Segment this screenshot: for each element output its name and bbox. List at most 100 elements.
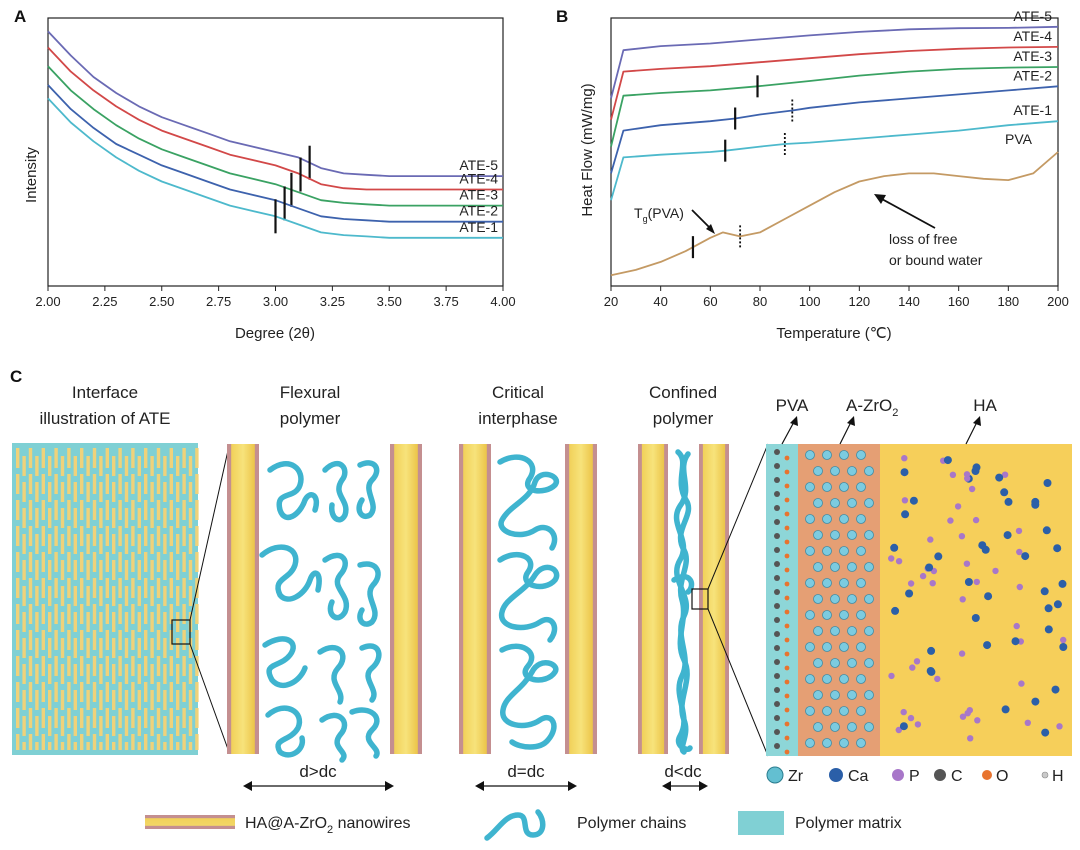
x-tick-label: 160 <box>948 294 970 309</box>
panel-b-y-axis-label: Heat Flow (mW/mg) <box>579 83 596 216</box>
carbon-atom <box>774 603 780 609</box>
nanowire-stripe <box>73 482 77 502</box>
nanowire-stripe <box>35 664 39 684</box>
nanowire-stripe <box>35 508 39 528</box>
nanowire-stripe <box>124 612 129 632</box>
carbon-atom <box>774 533 780 539</box>
oxygen-atom <box>784 693 790 699</box>
nanowire-stripe <box>41 604 45 624</box>
zr-atom <box>813 466 823 476</box>
nanowire-stripe <box>28 708 33 728</box>
zr-atom <box>839 546 849 556</box>
nanowire-stripe <box>124 456 129 476</box>
p-atom <box>1060 636 1067 644</box>
nanowire-stripe <box>67 682 71 702</box>
zr-atom <box>822 610 832 620</box>
nanowire-stripe <box>16 552 20 572</box>
carbon-atom <box>774 743 780 749</box>
p-atom <box>929 580 936 587</box>
legend-matrix: Polymer matrix <box>795 815 902 832</box>
ca-atom <box>1043 479 1052 487</box>
critical-right-nanowire <box>565 444 597 754</box>
confined-distance-label: d<dc <box>664 762 702 781</box>
nanowire-stripe <box>112 742 116 750</box>
zr-atom <box>856 706 866 716</box>
nanowire-stripe <box>176 534 180 554</box>
nanowire-stripe <box>131 708 135 728</box>
oxygen-atom <box>784 609 790 615</box>
nanowire-stripe <box>16 656 20 676</box>
nanowire-stripe <box>16 474 20 494</box>
confined-chain <box>673 451 693 752</box>
nanowire-stripe <box>99 690 103 710</box>
zr-atom <box>864 658 874 668</box>
nanowire-stripe <box>99 612 103 632</box>
p-atom <box>972 516 980 524</box>
nanowire-stripe <box>144 500 148 520</box>
header-flexural-line2: polymer <box>280 409 341 428</box>
panel-b-label: B <box>556 7 568 26</box>
nanowire-stripe <box>169 734 173 750</box>
nanowire-stripe <box>150 716 154 736</box>
zr-atom <box>839 706 849 716</box>
nanowire-stripe <box>118 578 122 598</box>
nanowire-stripe <box>144 552 148 572</box>
flexural-chain <box>356 460 380 519</box>
x-tick-label: 4.00 <box>490 294 515 309</box>
nanowire-stripe <box>99 742 103 750</box>
zr-atom <box>856 482 866 492</box>
nanowire-stripe <box>86 690 90 710</box>
nanowire-stripe <box>41 630 45 650</box>
nanowire-stripe <box>54 630 58 650</box>
nanowire-stripe <box>137 482 141 502</box>
p-atom <box>927 536 934 543</box>
flexural-chain <box>262 636 308 688</box>
p-atom <box>968 485 976 493</box>
zr-atom <box>822 578 832 588</box>
zr-atom <box>830 562 840 572</box>
nanowire-stripe <box>105 734 109 750</box>
series-label-ate-1: ATE-1 <box>459 219 498 235</box>
nanowire-stripe <box>41 448 45 468</box>
nanowire-stripe <box>182 734 186 750</box>
nanowire-stripe <box>137 534 141 554</box>
legend-chains: Polymer chains <box>577 815 686 832</box>
atom-key-zr: Zr <box>788 768 804 785</box>
flexural-distance-label: d>dc <box>299 762 337 781</box>
atom-key-p: P <box>909 768 920 785</box>
nanowire-stripe <box>28 500 33 520</box>
nanowire-stripe <box>124 664 129 684</box>
nanowire-stripe <box>28 552 33 572</box>
atom-key-h-icon <box>1041 771 1049 779</box>
nanowire-stripe <box>169 448 173 468</box>
flexural-polymer-illustration: d>dc <box>227 444 422 791</box>
zr-atom <box>847 530 857 540</box>
panel-c-illustration: C Interface illustration of ATE Flexural… <box>10 367 1072 841</box>
nanowire-stripe <box>124 690 129 710</box>
nanowire-stripe <box>54 500 58 520</box>
nanowire-stripe <box>112 482 116 502</box>
oxygen-atom <box>784 623 790 629</box>
nanowire-stripe <box>28 630 33 650</box>
flexural-chain <box>317 644 346 705</box>
x-tick-label: 3.00 <box>263 294 288 309</box>
nanowire-stripe <box>112 508 116 528</box>
water-arrow-head <box>874 194 886 204</box>
flexural-chain <box>265 705 306 758</box>
nanowire-stripe <box>41 682 45 702</box>
nanowire-stripe <box>163 716 167 736</box>
p-atom <box>1018 680 1025 687</box>
series-line-ate-5 <box>610 25 1059 99</box>
nanowire-stripe <box>118 656 122 676</box>
nanowire-stripe <box>41 500 45 520</box>
nanowire-stripe <box>60 482 65 502</box>
x-tick-label: 80 <box>753 294 767 309</box>
p-atom <box>934 675 941 683</box>
nanowire-stripe <box>22 534 26 554</box>
x-tick-label: 2.25 <box>92 294 117 309</box>
nanowire-stripe <box>169 630 173 650</box>
interface-illustration <box>12 443 230 755</box>
nanowire-stripe <box>150 456 154 476</box>
ca-atom <box>909 496 918 505</box>
